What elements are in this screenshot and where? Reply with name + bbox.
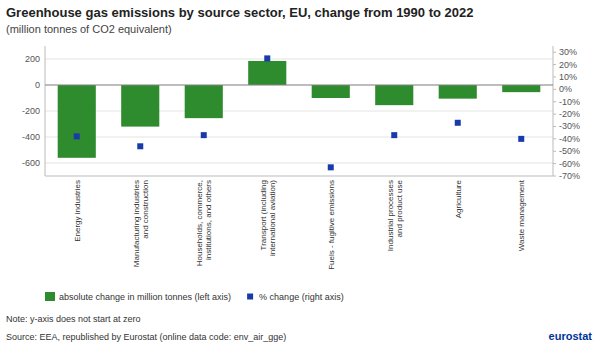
- y2-tick-label: 30%: [559, 47, 577, 57]
- y2-tick-label: 10%: [559, 72, 577, 82]
- bar: [375, 85, 413, 105]
- x-tick-label: Transport (includinginternational aviati…: [259, 180, 277, 256]
- y-tick-label: -600: [22, 158, 40, 168]
- bar: [312, 85, 350, 98]
- x-tick-label-line: Households, commerce,: [195, 180, 204, 266]
- x-tick-label: Waste management: [517, 179, 526, 251]
- y2-tick-label: -40%: [559, 134, 580, 144]
- x-tick-label: Energy industries: [73, 180, 82, 242]
- y2-tick-label: -70%: [559, 171, 580, 181]
- y-tick-label: 0: [35, 80, 40, 90]
- source: Source: EEA, republished by Eurostat (on…: [6, 332, 286, 342]
- grid: [45, 59, 553, 163]
- grid-line: [45, 163, 553, 164]
- grid-line: [45, 59, 553, 60]
- x-tick-label-line: institutions, and others: [204, 180, 213, 260]
- y2-tick-label: 0%: [559, 84, 572, 94]
- x-tick-label-line: Agriculture: [454, 179, 463, 218]
- y-tick-label: -400: [22, 132, 40, 142]
- point: [328, 164, 334, 170]
- zero-line: [45, 85, 553, 86]
- y-tick-label: -200: [22, 106, 40, 116]
- point: [391, 132, 397, 138]
- y-tick-label: 200: [25, 54, 40, 64]
- point: [455, 120, 461, 126]
- x-tick-label-line: Energy industries: [73, 180, 82, 242]
- y2-tick-label: -20%: [559, 109, 580, 119]
- x-tick-label: Manufacturing industriesand construction: [132, 180, 150, 267]
- x-tick-label-line: and product use: [395, 179, 404, 237]
- bar: [121, 85, 159, 127]
- y2-tick-label: -30%: [559, 121, 580, 131]
- point: [518, 136, 524, 142]
- point: [74, 133, 80, 139]
- subtitle: (million tonnes of CO2 equivalent): [6, 23, 172, 35]
- legend: absolute change in million tonnes (left …: [45, 292, 344, 302]
- title: Greenhouse gas emissions by source secto…: [6, 5, 473, 20]
- legend-label: % change (right axis): [259, 292, 344, 302]
- legend-label: absolute change in million tonnes (left …: [59, 292, 231, 302]
- x-tick-label-line: Transport (including: [259, 180, 268, 250]
- bar: [439, 85, 477, 99]
- marks: [45, 55, 553, 170]
- x-tick-label: Industrial processesand product use: [386, 179, 404, 251]
- x-axis-line: [45, 176, 553, 177]
- x-tick-label-line: international aviation): [268, 180, 277, 256]
- bar: [248, 61, 286, 85]
- x-tick-label: Fuels - fugitive emissions: [327, 180, 336, 270]
- legend-swatch: [45, 292, 55, 301]
- point: [137, 143, 143, 149]
- y2-tick-label: -10%: [559, 97, 580, 107]
- chart: Greenhouse gas emissions by source secto…: [0, 0, 600, 353]
- x-tick-label-line: Manufacturing industries: [132, 180, 141, 267]
- x-tick-label-line: and construction: [141, 180, 150, 239]
- point: [264, 55, 270, 61]
- x-tick-label-line: Waste management: [517, 179, 526, 251]
- grid-line: [45, 85, 553, 86]
- bar: [58, 85, 96, 158]
- note: Note: y-axis does not start at zero: [6, 314, 141, 324]
- y2-tick-label: -60%: [559, 159, 580, 169]
- x-tick-label-line: Industrial processes: [386, 180, 395, 251]
- x-tick-label-line: Fuels - fugitive emissions: [327, 180, 336, 270]
- grid-line: [45, 137, 553, 138]
- x-tick-label: Households, commerce,institutions, and o…: [195, 180, 213, 266]
- bar: [502, 85, 540, 92]
- legend-swatch: [247, 294, 253, 300]
- y-axis-line: [45, 46, 46, 176]
- point: [201, 132, 207, 138]
- x-tick-label: Agriculture: [454, 179, 463, 218]
- bar: [185, 85, 223, 118]
- logo-text: eurostat: [549, 330, 593, 342]
- y2-tick-label: 20%: [559, 60, 577, 70]
- y2-axis-line: [553, 46, 554, 176]
- y2-tick-label: -50%: [559, 146, 580, 156]
